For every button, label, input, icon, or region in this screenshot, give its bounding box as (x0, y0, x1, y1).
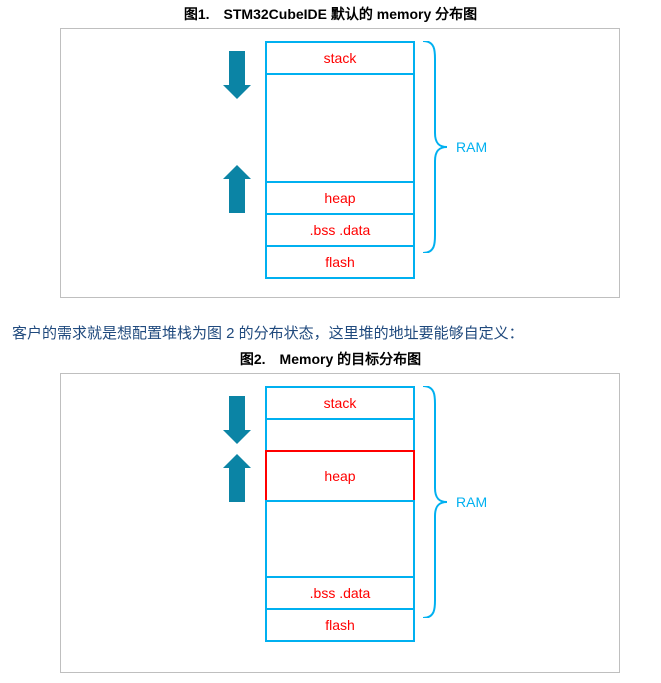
memory-cell: heap (265, 450, 415, 502)
figure1-ram-label: RAM (456, 139, 487, 155)
memory-cell: .bss .data (265, 213, 415, 247)
memory-cell: stack (265, 41, 415, 75)
figure2-brace (421, 386, 449, 623)
figure1-title: 图1. STM32CubeIDE 默认的 memory 分布图 (0, 0, 661, 28)
memory-cell (265, 418, 415, 452)
memory-cell: .bss .data (265, 576, 415, 610)
memory-cell: flash (265, 608, 415, 642)
memory-cell: heap (265, 181, 415, 215)
figure1-frame: stack heap.bss .dataflash RAM (60, 28, 620, 298)
figure1-brace (421, 41, 449, 258)
arrow-down-icon (221, 392, 253, 456)
figure2-title: 图2. Memory 的目标分布图 (0, 345, 661, 373)
figure2-frame: stack heap .bss .dataflash RAM (60, 373, 620, 673)
memory-cell: stack (265, 386, 415, 420)
caption-text: 客户的需求就是想配置堆栈为图 2 的分布状态，这里堆的地址要能够自定义： (0, 308, 661, 345)
arrow-down-icon (221, 47, 253, 111)
memory-cell: flash (265, 245, 415, 279)
figure2-ram-label: RAM (456, 494, 487, 510)
arrow-up-icon (221, 450, 253, 514)
arrow-up-icon (221, 161, 253, 225)
figure1-column: stack heap.bss .dataflash (265, 41, 415, 279)
memory-cell (265, 73, 415, 183)
figure2-column: stack heap .bss .dataflash (265, 386, 415, 642)
memory-cell (265, 500, 415, 578)
